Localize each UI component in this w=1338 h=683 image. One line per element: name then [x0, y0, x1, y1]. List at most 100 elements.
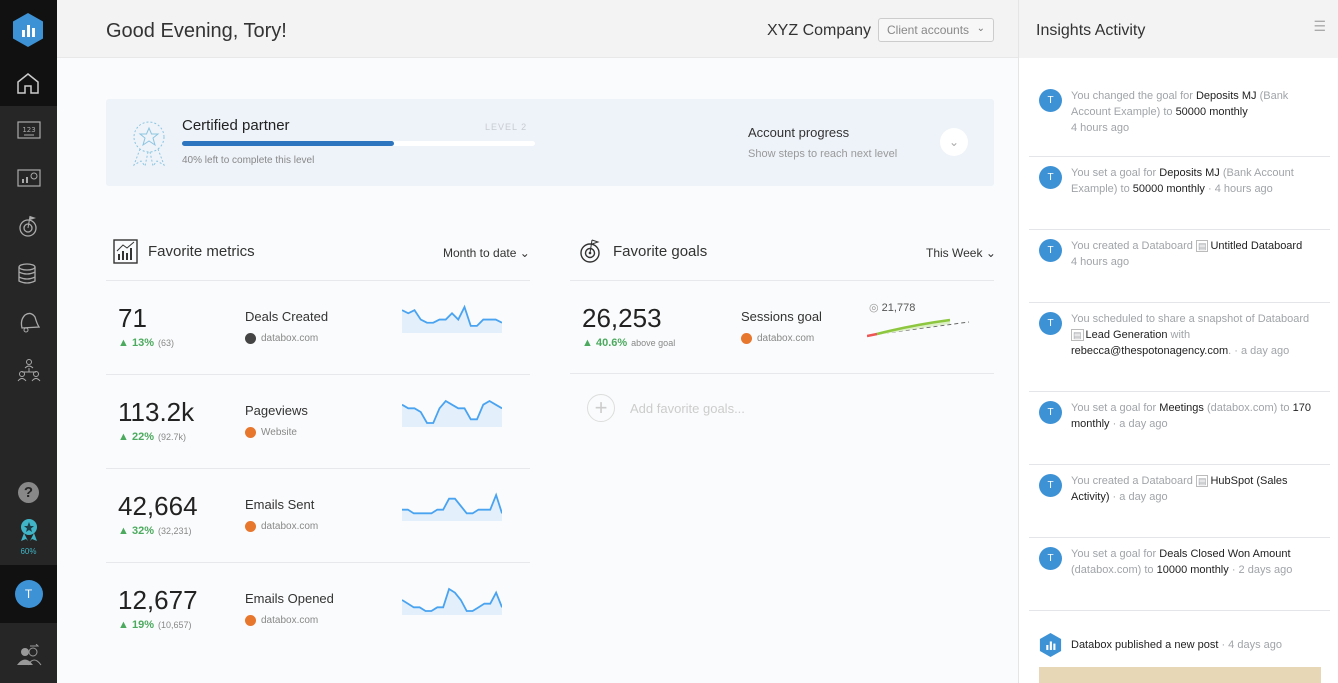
- sparkline-area: [402, 401, 502, 427]
- chevron-down-icon: ⌄: [985, 246, 996, 260]
- sidebar-item-home[interactable]: [0, 60, 57, 106]
- metric-value: 42,664: [118, 491, 198, 521]
- activity-item[interactable]: T You scheduled to share a snapshot of Da…: [1029, 303, 1330, 392]
- activity-entity[interactable]: HubSpot (Sales Activity): [1071, 475, 1288, 503]
- metric-previous-value: (63): [157, 338, 174, 348]
- activity-entity[interactable]: Databox published a new post: [1071, 639, 1219, 651]
- activity-entity[interactable]: Deposits MJ: [1159, 167, 1220, 179]
- activity-entity[interactable]: 10000 monthly: [1156, 564, 1229, 576]
- sparkline-line: [402, 304, 502, 327]
- metric-change: ▲ 32% (32,231): [118, 525, 192, 537]
- activity-item[interactable]: T You set a goal for Meetings (databox.co…: [1029, 392, 1330, 465]
- sparkline-area: [402, 495, 502, 521]
- switch-account-button[interactable]: [0, 635, 57, 675]
- main-content: Good Evening, Tory! XYZ Company Client a…: [57, 0, 1018, 683]
- sparkline-area: [402, 589, 502, 615]
- filter-sliders-icon[interactable]: ☰: [1313, 18, 1326, 34]
- client-accounts-select[interactable]: Client accounts ⌄: [878, 18, 994, 42]
- activity-entity[interactable]: Untitled Databoard: [1210, 240, 1303, 252]
- activity-message: You created a Databoard ▤ HubSpot (Sales …: [1071, 473, 1326, 537]
- activity-message: Databox published a new post · 4 days ag…: [1071, 637, 1326, 671]
- user-menu[interactable]: T: [0, 565, 57, 623]
- metric-source: databox.com: [245, 521, 318, 532]
- metric-name: Deals Created: [245, 309, 329, 324]
- partner-badge[interactable]: 60%: [0, 518, 57, 556]
- target-icon: ◎: [869, 302, 879, 314]
- activity-item[interactable]: T You created a Databoard ▤ HubSpot (Sales…: [1029, 465, 1330, 538]
- avatar: T: [1039, 401, 1062, 424]
- post-image[interactable]: [1039, 667, 1321, 683]
- activity-item[interactable]: T You set a goal for Deposits MJ (Bank Ac…: [1029, 157, 1330, 230]
- metric-sparkline: [402, 399, 502, 427]
- sidebar-item-goals[interactable]: [0, 206, 57, 246]
- svg-text:123: 123: [22, 126, 35, 134]
- metric-row[interactable]: 12,677 ▲ 19% (10,657) Emails Opened datab…: [106, 562, 530, 656]
- hubspot-icon: [741, 333, 752, 344]
- chevron-down-icon: ⌄: [948, 135, 960, 149]
- expand-steps-button[interactable]: ⌄: [940, 128, 968, 156]
- activity-text: · a day ago: [1109, 418, 1168, 430]
- activity-entity[interactable]: 170 monthly: [1071, 402, 1311, 430]
- partner-title: Certified partner: [182, 117, 290, 134]
- activity-text: (databox.com) to: [1071, 564, 1157, 576]
- partner-level: LEVEL 2: [485, 122, 528, 132]
- sidebar-item-numbers[interactable]: 123: [0, 110, 57, 150]
- activity-item[interactable]: Databox published a new post · 4 days ag…: [1029, 611, 1330, 671]
- databox-logo-icon[interactable]: [12, 13, 44, 47]
- database-icon: [17, 263, 36, 284]
- account-progress-link[interactable]: Show steps to reach next level: [748, 148, 898, 160]
- activity-entity[interactable]: 50000 monthly: [1175, 106, 1248, 118]
- goal-target-value: 21,778: [881, 302, 916, 314]
- metric-change: ▲ 19% (10,657): [118, 619, 192, 631]
- activity-text: You scheduled to share a snapshot of Dat…: [1071, 313, 1310, 325]
- chevron-down-icon: ⌄: [976, 23, 985, 34]
- activity-item[interactable]: T You changed the goal for Deposits MJ (B…: [1029, 80, 1330, 157]
- goal-below-segment: [867, 332, 878, 338]
- metric-row[interactable]: 113.2k ▲ 22% (92.7k) Pageviews Website: [106, 374, 530, 468]
- activity-item[interactable]: T You created a Databoard ▤ Untitled Datab…: [1029, 230, 1330, 303]
- databox-logo-icon: [1039, 633, 1062, 657]
- activity-entity[interactable]: Deals Closed Won Amount: [1159, 548, 1291, 560]
- metric-name: Pageviews: [245, 403, 308, 418]
- activity-entity[interactable]: Lead Generation: [1085, 329, 1168, 341]
- metric-change-value: 19%: [131, 619, 154, 631]
- metric-source: databox.com: [245, 333, 318, 344]
- goals-period-dropdown[interactable]: This Week ⌄: [926, 246, 996, 260]
- metric-row[interactable]: 71 ▲ 13% (63) Deals Created databox.com: [106, 280, 530, 374]
- databoard-icon: ▤: [1071, 329, 1084, 341]
- metric-previous-value: (10,657): [157, 620, 192, 630]
- activity-entity[interactable]: Meetings: [1159, 402, 1204, 414]
- metrics-period-dropdown[interactable]: Month to date ⌄: [443, 246, 530, 260]
- sidebar-item-data-sources[interactable]: [0, 254, 57, 294]
- source-icon: [245, 521, 256, 532]
- activity-item[interactable]: T You set a goal for Deals Closed Won Amo…: [1029, 538, 1330, 611]
- goal-value: 26,253: [582, 303, 662, 333]
- databoard-icon: [16, 169, 41, 187]
- goal-note: above goal: [631, 338, 676, 348]
- favorite-goals-title: Favorite goals: [613, 242, 708, 260]
- metric-value: 113.2k: [118, 397, 195, 427]
- goal-name: Sessions goal: [741, 309, 822, 324]
- sidebar-item-team[interactable]: [0, 350, 57, 390]
- metric-source-label: databox.com: [261, 333, 319, 344]
- panel-header: Insights Activity ☰: [1019, 0, 1338, 58]
- source-icon: [245, 427, 256, 438]
- org-chart-icon: [17, 359, 40, 382]
- sidebar-item-databoards[interactable]: [0, 158, 57, 198]
- metric-change: ▲ 22% (92.7k): [118, 431, 186, 443]
- activity-text: (Bank Account Example) to: [1071, 167, 1294, 195]
- goal-source: databox.com: [741, 333, 814, 344]
- company-name: XYZ Company: [767, 22, 872, 39]
- activity-entity[interactable]: Deposits MJ: [1195, 90, 1257, 102]
- help-button[interactable]: ?: [0, 472, 57, 512]
- avatar: T: [1039, 239, 1062, 262]
- sidebar-item-alerts[interactable]: [0, 302, 57, 342]
- metric-change-value: 13%: [131, 337, 154, 349]
- add-favorite-goals-button[interactable]: + Add favorite goals...: [587, 394, 745, 422]
- goal-row[interactable]: 26,253 ▲ 40.6% above goal Sessions goal d…: [570, 280, 994, 374]
- plus-icon: +: [587, 394, 615, 422]
- metric-name: Emails Sent: [245, 497, 315, 512]
- activity-entity[interactable]: 50000 monthly: [1132, 183, 1205, 195]
- metric-row[interactable]: 42,664 ▲ 32% (32,231) Emails Sent databox…: [106, 468, 530, 562]
- activity-entity[interactable]: rebecca@thespotonagency.com: [1071, 345, 1229, 357]
